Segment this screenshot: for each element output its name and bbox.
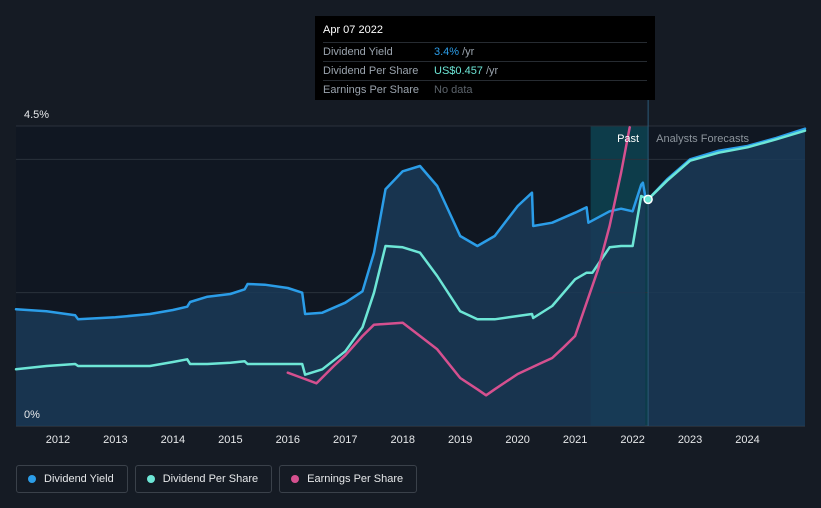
tooltip-value: 3.4%: [434, 46, 460, 58]
y-axis-max-label: 4.5%: [24, 109, 49, 121]
x-tick-label: 2016: [276, 434, 300, 446]
tooltip-unit: /yr: [485, 65, 499, 77]
x-tick-label: 2015: [218, 434, 242, 446]
dividend-yield-line[interactable]: [14, 164, 647, 321]
tooltip-row-dividend-per-share: Dividend Per Share US$0.457 /yr: [323, 61, 647, 80]
hover-marker: [643, 194, 653, 205]
x-tick-label: 2017: [333, 434, 357, 446]
tooltip-label: Earnings Per Share: [323, 84, 419, 96]
tooltip: Apr 07 2022 Dividend Yield 3.4% /yr Divi…: [315, 16, 655, 100]
legend-dot-icon: [28, 475, 36, 483]
past-label: Past: [617, 133, 639, 145]
x-tick-label: 2020: [505, 434, 529, 446]
earnings-per-share-line[interactable]: [286, 126, 631, 397]
dividend-per-share-forecast-line[interactable]: [646, 129, 807, 201]
y-axis-min-label: 0%: [24, 409, 40, 421]
tooltip-unit: /yr: [462, 46, 475, 58]
tooltip-row-dividend-yield: Dividend Yield 3.4% /yr: [323, 42, 647, 61]
legend-label: Dividend Per Share: [162, 473, 259, 485]
x-tick-label: 2014: [161, 434, 185, 446]
x-tick-label: 2019: [448, 434, 472, 446]
x-tick-label: 2022: [620, 434, 644, 446]
x-tick-label: 2024: [735, 434, 759, 446]
x-tick-label: 2012: [46, 434, 70, 446]
x-tick-label: 2018: [390, 434, 414, 446]
tooltip-value: US$0.457: [434, 65, 483, 77]
tooltip-label: Dividend Yield: [323, 46, 393, 58]
x-tick-label: 2013: [103, 434, 127, 446]
legend-dot-icon: [146, 475, 155, 483]
legend-dividend-per-share[interactable]: Dividend Per Share: [134, 465, 273, 493]
dividend-yield-forecast-area: [648, 128, 805, 426]
legend-label: Dividend Yield: [44, 473, 114, 485]
tooltip-date: Apr 07 2022: [323, 24, 383, 36]
forecast-label: Analysts Forecasts: [656, 133, 749, 145]
tooltip-label: Dividend Per Share: [323, 65, 419, 77]
dividend-per-share-line[interactable]: [14, 194, 650, 376]
legend-label: Earnings Per Share: [307, 473, 404, 485]
x-axis-ticks: 2012 2013 2014 2015 2016 2017 2018 2019 2020 2021…: [46, 434, 760, 446]
x-tick-label: 2021: [563, 434, 587, 446]
tooltip-value: No data: [434, 84, 473, 96]
legend-earnings-per-share[interactable]: Earnings Per Share: [279, 465, 418, 493]
legend: Dividend Yield Dividend Per Share Earnin…: [16, 465, 418, 493]
tooltip-row-earnings-per-share: Earnings Per Share No data: [323, 80, 647, 99]
x-tick-label: 2023: [678, 434, 702, 446]
legend-dividend-yield[interactable]: Dividend Yield: [16, 465, 128, 493]
legend-dot-icon: [291, 475, 300, 483]
